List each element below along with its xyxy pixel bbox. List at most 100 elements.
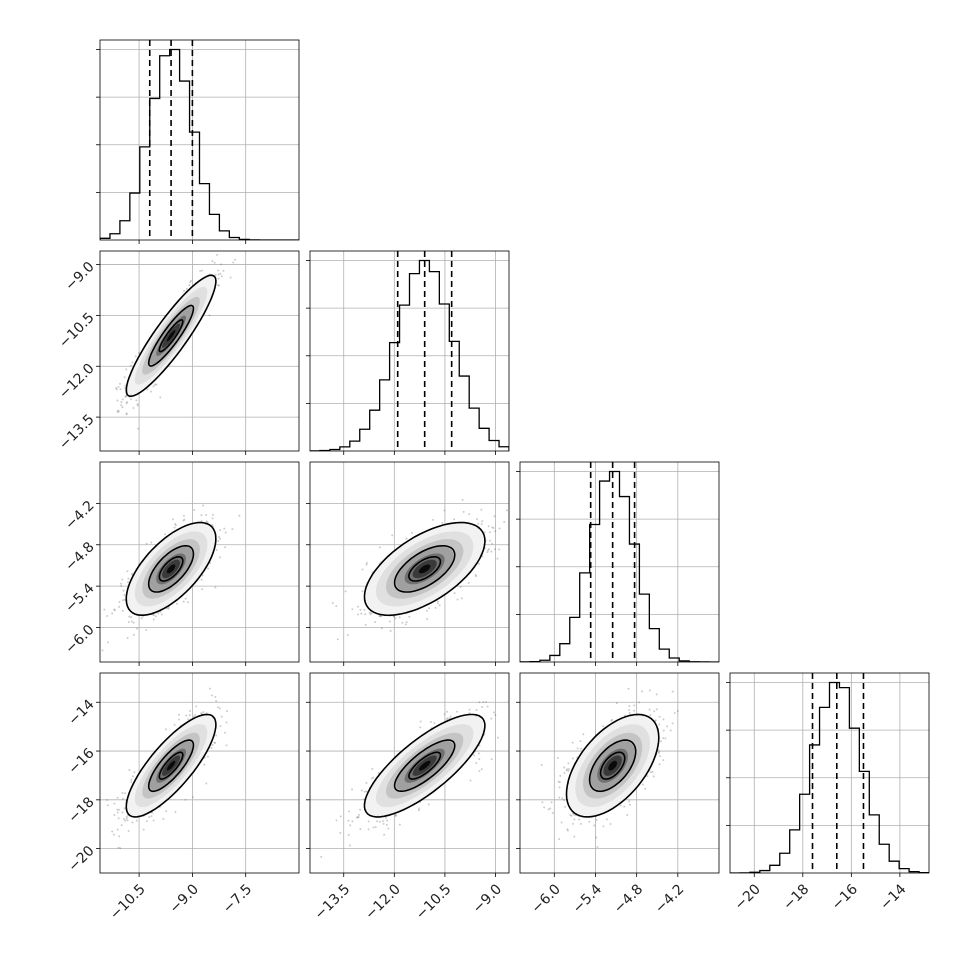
sample-point <box>111 830 114 833</box>
sample-point <box>380 615 383 618</box>
sample-point <box>563 772 566 775</box>
sample-point <box>194 713 197 716</box>
sample-point <box>628 800 631 803</box>
sample-point <box>152 614 155 617</box>
sample-point <box>217 284 220 287</box>
panel-frame <box>729 672 930 874</box>
sample-point <box>206 755 209 758</box>
sample-point <box>177 718 180 721</box>
sample-point <box>671 690 674 693</box>
histogram-step-1 <box>310 259 509 451</box>
sample-point <box>666 725 669 728</box>
sample-point <box>136 404 139 407</box>
sample-point <box>358 813 361 816</box>
sample-point <box>206 521 209 524</box>
sample-point <box>468 708 471 711</box>
sample-point <box>374 826 377 829</box>
sample-point <box>476 518 479 521</box>
sample-point <box>117 409 120 412</box>
sample-point <box>201 574 204 577</box>
sample-point <box>370 777 373 780</box>
panel-content <box>310 251 509 451</box>
sample-point <box>119 388 122 391</box>
sample-point <box>224 731 227 734</box>
sample-point <box>120 401 123 404</box>
sample-point <box>401 621 404 624</box>
sample-point <box>558 796 561 799</box>
sample-point <box>210 747 213 750</box>
sample-point <box>124 384 127 387</box>
sample-point <box>623 805 626 808</box>
sample-point <box>490 758 493 761</box>
x-tick-label-0-1: −9.0 <box>167 881 202 916</box>
sample-point <box>126 637 129 640</box>
sample-point <box>116 399 119 402</box>
sample-point <box>588 820 591 823</box>
sample-point <box>486 705 489 708</box>
scatter-panel-3-0 <box>96 672 300 877</box>
sample-point <box>173 723 176 726</box>
density-shade <box>166 760 176 771</box>
sample-point <box>579 822 582 825</box>
sample-point <box>425 609 428 612</box>
sample-point <box>103 608 106 611</box>
histogram-panel-1 <box>306 250 510 455</box>
sample-point <box>160 613 163 616</box>
sample-point <box>213 261 216 264</box>
density-shade <box>418 564 431 574</box>
contour-core <box>599 751 626 780</box>
sample-point <box>660 740 663 743</box>
sample-point <box>487 548 490 551</box>
sample-point <box>628 705 631 708</box>
panel-frame <box>99 461 300 663</box>
sample-point <box>364 613 367 616</box>
sample-point <box>426 617 429 620</box>
sample-point <box>347 833 350 836</box>
sample-point <box>136 627 139 630</box>
sample-point <box>480 508 483 511</box>
sample-point <box>223 527 226 530</box>
sample-point <box>367 828 370 831</box>
sample-point <box>128 768 131 771</box>
sample-point <box>389 629 392 632</box>
sample-point <box>216 706 219 709</box>
sample-point <box>218 556 221 559</box>
contour-core <box>158 751 184 780</box>
sample-point <box>234 258 237 261</box>
sample-point <box>200 520 203 523</box>
sample-point <box>646 775 649 778</box>
sample-point <box>211 524 214 527</box>
sample-point <box>566 768 569 771</box>
sample-point <box>438 604 441 607</box>
x-tick-label-0-0: −10.5 <box>107 881 149 923</box>
sample-point <box>131 361 134 364</box>
histogram-step-2 <box>520 470 719 662</box>
sample-point <box>320 855 323 858</box>
sample-point <box>633 704 636 707</box>
sample-point <box>486 551 489 554</box>
sample-point <box>658 723 661 726</box>
sample-point <box>483 531 486 534</box>
sample-point <box>365 561 368 564</box>
sample-point <box>449 715 452 718</box>
sample-point <box>124 395 127 398</box>
y-tick-label-3-1: −18 <box>65 794 97 826</box>
sample-point <box>210 694 213 697</box>
sample-point <box>427 607 430 610</box>
sample-point <box>145 542 148 545</box>
sample-point <box>193 509 196 512</box>
sample-point <box>220 263 223 266</box>
sample-point <box>132 407 135 410</box>
sample-point <box>481 520 484 523</box>
contour-level-0 <box>393 739 456 792</box>
sample-point <box>671 722 674 725</box>
sample-point <box>131 572 134 575</box>
sample-point <box>219 537 222 540</box>
sample-point <box>628 711 631 714</box>
sample-point <box>394 617 397 620</box>
sample-point <box>595 818 598 821</box>
sample-point <box>363 790 366 793</box>
sample-point <box>115 387 118 390</box>
y-tick-label-2-0: −6.0 <box>62 622 97 657</box>
sample-point <box>217 273 220 276</box>
